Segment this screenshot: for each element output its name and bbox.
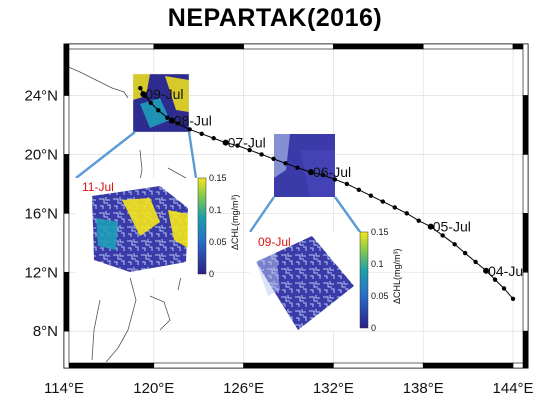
- track-point: [235, 143, 240, 148]
- track-point: [356, 187, 362, 192]
- chl-patch-north: [132, 73, 190, 133]
- lat-tick-label: 12°N: [24, 264, 58, 281]
- frame-segment: [63, 330, 70, 369]
- track-date-label: 06-Jul: [313, 164, 351, 180]
- track-point: [320, 172, 326, 178]
- track-point: [416, 218, 421, 223]
- colorbar-label: ΔCHL(mg/m³): [392, 248, 402, 304]
- frame-segment: [333, 43, 424, 50]
- track-point: [440, 233, 445, 238]
- frame-segment: [422, 43, 514, 50]
- track-point: [473, 259, 478, 265]
- lat-tick-label: 24°N: [24, 88, 58, 105]
- frame-segment: [63, 43, 155, 50]
- coastline-outlines: [65, 65, 193, 363]
- lon-tick-label: 138°E: [403, 380, 444, 397]
- track-date-label: 05-Jul: [433, 219, 471, 235]
- track-point: [344, 181, 350, 187]
- frame-segment: [522, 271, 529, 332]
- inset-leader-lines: [75, 131, 361, 233]
- lon-tick-label: 126°E: [223, 380, 264, 397]
- colorbar-tick: 0.1: [209, 205, 222, 215]
- inset-11-jul-date: 11-Jul: [82, 180, 114, 194]
- track-point: [138, 85, 143, 91]
- track-date-label: 07-Jul: [228, 135, 266, 151]
- track-point: [462, 250, 468, 256]
- colorbar-tick: 0.05: [371, 291, 389, 301]
- frame-segment: [522, 95, 529, 155]
- inset-11-jul: 11-Jul 0.15 0.1 0.05 0 ΔCHL(mg/m³): [76, 173, 240, 279]
- track-point: [380, 199, 386, 204]
- lat-tick-label: 20°N: [24, 146, 58, 163]
- track-point: [187, 127, 192, 132]
- track-point: [271, 156, 276, 162]
- track-point: [492, 277, 498, 282]
- lon-tick-label: 120°E: [133, 380, 174, 397]
- track-point: [259, 152, 264, 157]
- track-label-dot: [427, 223, 434, 230]
- track-point: [368, 193, 374, 198]
- track-date-label: 04-Jul: [488, 263, 526, 279]
- frame-segment: [153, 362, 244, 369]
- inset-09-jul: 09-Jul 0.15 0.1 0.05 0 ΔCHL(mg/m³): [250, 227, 402, 333]
- colorbar-tick: 0.1: [371, 259, 384, 269]
- frame-segment: [63, 43, 70, 96]
- track-label-dot: [307, 169, 314, 176]
- frame-segment: [63, 213, 70, 273]
- frame-segment: [522, 330, 529, 369]
- frame-segment: [522, 213, 529, 273]
- lat-tick-label: 16°N: [24, 205, 58, 222]
- frame-segment: [63, 154, 70, 214]
- track-label-dot: [168, 117, 175, 124]
- track-label-dot: [483, 267, 490, 274]
- frame-segment: [422, 362, 514, 369]
- frame-segment: [63, 95, 70, 155]
- frame-segment: [243, 43, 334, 50]
- map-frame-border: [63, 43, 529, 369]
- track-point: [211, 136, 216, 141]
- track-date-labels: 04-Jul 05-Jul 06-Jul 07-Jul 08-Jul 09-Jul: [140, 86, 526, 279]
- track-point: [332, 177, 338, 182]
- track-point: [199, 131, 204, 137]
- track-point: [392, 205, 397, 210]
- track-point: [404, 211, 409, 216]
- track-point: [452, 242, 457, 247]
- colorbar-11-jul: [197, 177, 207, 275]
- track-label-dot: [140, 91, 147, 98]
- track-point: [148, 100, 154, 106]
- frame-segment: [63, 271, 70, 332]
- track-label-dot: [222, 139, 229, 146]
- colorbar-tick: 0.05: [209, 237, 227, 247]
- frame-segment: [243, 362, 334, 369]
- lon-tick-label: 132°E: [313, 380, 354, 397]
- frame-segment: [522, 154, 529, 214]
- axis-tick-labels: 114°E 120°E 126°E 132°E 138°E 144°E 24°N 20°N 16…: [24, 88, 533, 397]
- lat-tick-label: 8°N: [33, 323, 58, 340]
- frame-segment: [153, 43, 244, 50]
- track-point: [156, 108, 161, 113]
- track-date-label: 08-Jul: [174, 113, 212, 129]
- track-point: [295, 165, 300, 170]
- colorbar-tick: 0: [209, 269, 214, 279]
- track-point: [510, 296, 516, 301]
- colorbar-tick: 0.15: [209, 173, 227, 183]
- colorbar-label: ΔCHL(mg/m³): [230, 194, 240, 250]
- frame-segment: [333, 362, 424, 369]
- lon-tick-label: 144°E: [493, 380, 534, 397]
- track-point: [501, 286, 507, 291]
- colorbar-tick: 0.15: [371, 227, 389, 237]
- track-point: [175, 121, 180, 126]
- lon-tick-label: 114°E: [44, 380, 84, 397]
- colorbar-tick: 0: [371, 323, 376, 333]
- frame-segment: [522, 43, 529, 96]
- track-date-label: 09-Jul: [145, 86, 183, 102]
- track-point: [247, 147, 252, 153]
- frame-segment: [63, 362, 155, 369]
- colorbar-09-jul: [359, 231, 369, 329]
- track-point: [165, 115, 170, 120]
- inset-09-jul-date: 09-Jul: [258, 235, 291, 249]
- map-title: NEPARTAK(2016): [167, 4, 383, 32]
- track-point: [283, 161, 288, 166]
